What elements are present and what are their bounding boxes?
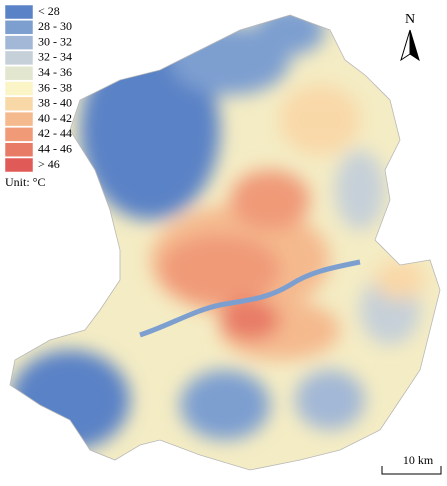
north-arrow: N (400, 12, 420, 62)
legend-swatch (4, 127, 34, 142)
legend-label: < 28 (38, 4, 60, 18)
scale-line (381, 466, 442, 475)
legend-label: 36 - 38 (38, 80, 72, 94)
legend-label: 44 - 46 (38, 141, 72, 155)
legend-swatch (4, 4, 34, 20)
region-outline (9, 14, 441, 471)
river (139, 259, 361, 338)
arrow-right (409, 29, 420, 62)
legend-swatch (4, 20, 34, 35)
legend-label: 32 - 34 (38, 50, 72, 64)
legend-swatch (4, 81, 34, 96)
legend-label: 42 - 44 (38, 126, 72, 140)
legend-label: 38 - 40 (38, 96, 72, 110)
legend-label: > 46 (38, 157, 60, 171)
arrow-left (400, 29, 411, 62)
scale-label: 10 km (403, 453, 434, 467)
legend-label: 30 - 32 (38, 34, 72, 48)
legend-label: 28 - 30 (38, 19, 72, 33)
legend-swatch (4, 157, 34, 173)
legend-swatch (4, 96, 34, 112)
legend-swatch (4, 111, 34, 127)
legend-label: 34 - 36 (38, 65, 72, 79)
legend-swatch (4, 142, 34, 157)
legend-swatch (4, 35, 34, 50)
legend-label: 40 - 42 (38, 111, 72, 125)
scale-bar: 10 km (381, 453, 442, 475)
north-label: N (405, 12, 415, 27)
legend-unit: Unit: °C (5, 175, 45, 189)
legend-swatch (4, 65, 34, 81)
legend-swatch (4, 50, 34, 66)
